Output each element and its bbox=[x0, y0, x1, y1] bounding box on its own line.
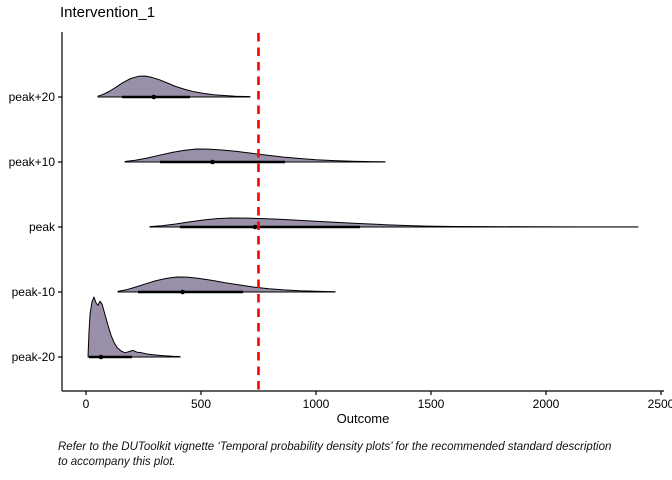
x-axis-title: Outcome bbox=[336, 411, 390, 426]
caption-line-2: to accompany this plot. bbox=[58, 456, 176, 468]
figure-caption: Refer to the DUToolkit vignette ‘Tempora… bbox=[58, 440, 648, 470]
caption-line-1: Refer to the DUToolkit vignette ‘Tempora… bbox=[58, 441, 612, 453]
row-label: peak+10 bbox=[9, 155, 56, 169]
row-label: peak+20 bbox=[9, 90, 56, 104]
row-label: peak-20 bbox=[12, 350, 56, 364]
median-point bbox=[151, 94, 157, 100]
median-point bbox=[252, 224, 258, 230]
density-row-peak+20: peak+20 bbox=[9, 75, 251, 104]
median-point bbox=[180, 289, 185, 295]
density-area bbox=[117, 276, 336, 293]
density-area bbox=[124, 148, 386, 163]
density-row-peak: peak bbox=[29, 217, 639, 234]
x-tick-label: 1000 bbox=[303, 397, 330, 411]
x-tick-label: 1500 bbox=[418, 397, 445, 411]
row-label: peak bbox=[29, 220, 56, 234]
x-tick-label: 500 bbox=[191, 397, 211, 411]
density-area bbox=[97, 75, 251, 98]
density-row-peak-20: peak-20 bbox=[12, 296, 181, 364]
median-point bbox=[210, 159, 215, 165]
density-area bbox=[149, 217, 639, 228]
density-area bbox=[87, 296, 181, 358]
row-label: peak-10 bbox=[12, 285, 56, 299]
plot-title: Intervention_1 bbox=[60, 4, 156, 21]
density-row-peak+10: peak+10 bbox=[9, 148, 386, 169]
x-tick-label: 0 bbox=[83, 397, 90, 411]
x-tick-label: 2000 bbox=[533, 397, 560, 411]
density-row-peak-10: peak-10 bbox=[12, 276, 336, 299]
median-point bbox=[98, 354, 104, 360]
x-tick-label: 2500 bbox=[648, 397, 672, 411]
